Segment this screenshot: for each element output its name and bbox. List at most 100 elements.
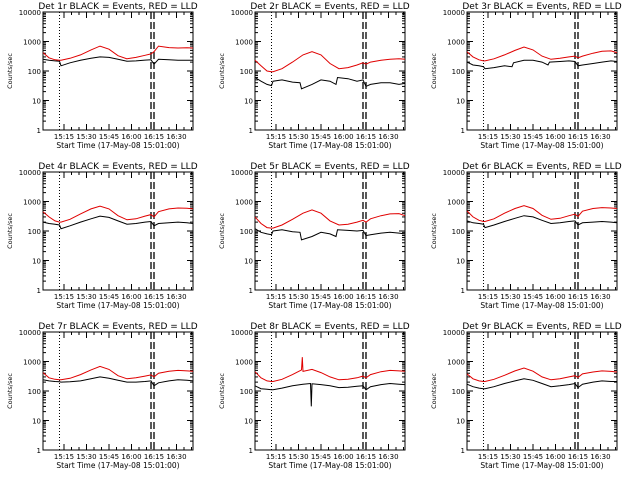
x-tick-label: 15:30	[500, 293, 520, 301]
y-tick-label: 1000	[23, 359, 41, 367]
lld-series-line	[42, 45, 194, 61]
x-tick-label: 16:15	[568, 293, 588, 301]
x-tick-label: 16:15	[144, 293, 164, 301]
y-tick-label: 1	[37, 127, 41, 135]
x-tick-label: 16:30	[378, 133, 398, 141]
y-tick-label: 100	[240, 228, 253, 236]
y-tick-label: 1000	[235, 39, 253, 47]
plot-frame	[42, 171, 194, 291]
plot-frame	[466, 331, 618, 451]
x-axis-label: Start Time (17-May-08 15:01:00)	[480, 301, 603, 310]
x-tick-label: 16:30	[590, 293, 610, 301]
y-tick-label: 100	[28, 68, 41, 76]
x-tick-label: 16:15	[356, 293, 376, 301]
events-series-line	[466, 378, 617, 390]
lld-series-line	[42, 205, 194, 223]
x-tick-label: 16:00	[545, 453, 565, 461]
events-series-line	[466, 215, 618, 229]
plot-frame	[254, 11, 406, 131]
chart-panel-3: Det 3r BLACK = Events, RED = LLD 1 10 100 10…	[430, 2, 622, 150]
lld-series-line	[466, 205, 618, 222]
chart-panel-2: Det 2r BLACK = Events, RED = LLD 1 10 100 10…	[218, 2, 410, 150]
y-tick-label: 1000	[235, 359, 253, 367]
y-tick-label: 100	[28, 228, 41, 236]
y-tick-label: 10	[456, 418, 465, 426]
x-axis-label: Start Time (17-May-08 15:01:00)	[268, 461, 391, 470]
plot-frame	[42, 11, 194, 131]
chart-title: Det 8r BLACK = Events, RED = LLD	[250, 322, 409, 332]
events-series-line	[466, 59, 618, 70]
y-tick-label: 1000	[447, 199, 465, 207]
x-tick-label: 16:15	[144, 133, 164, 141]
y-tick-label: 10000	[231, 329, 253, 337]
chart-panel-9: Det 9r BLACK = Events, RED = LLD 1 10 100 10…	[430, 322, 622, 470]
chart-title: Det 1r BLACK = Events, RED = LLD	[38, 2, 197, 12]
x-tick-label: 16:00	[333, 453, 353, 461]
x-axis-label: Start Time (17-May-08 15:01:00)	[56, 141, 179, 150]
y-tick-label: 10000	[19, 169, 41, 177]
y-tick-label: 10000	[19, 329, 41, 337]
x-tick-label: 16:30	[590, 453, 610, 461]
x-tick-label: 15:30	[500, 453, 520, 461]
y-tick-label: 1	[249, 127, 253, 135]
chart-panel-1: Det 1r BLACK = Events, RED = LLD 1 10 100 10…	[6, 2, 198, 150]
y-tick-label: 100	[28, 388, 41, 396]
y-tick-label: 1000	[23, 199, 41, 207]
x-axis-label: Start Time (17-May-08 15:01:00)	[268, 141, 391, 150]
plot-frame	[254, 331, 406, 451]
y-tick-label: 10000	[443, 9, 465, 17]
lld-series-line	[254, 209, 406, 229]
x-tick-label: 15:30	[288, 453, 308, 461]
chart-panel-4: Det 4r BLACK = Events, RED = LLD 1 10 100 10…	[6, 162, 198, 310]
chart-title: Det 9r BLACK = Events, RED = LLD	[462, 322, 621, 332]
chart-panel-8: Det 8r BLACK = Events, RED = LLD 1 10 100 10…	[218, 322, 410, 470]
x-tick-label: 15:15	[54, 293, 74, 301]
y-tick-label: 10000	[443, 329, 465, 337]
y-axis-label: Counts/sec	[218, 373, 226, 409]
x-tick-label: 16:30	[166, 133, 186, 141]
x-axis-label: Start Time (17-May-08 15:01:00)	[268, 301, 391, 310]
events-series-line	[254, 228, 406, 241]
x-tick-label: 15:30	[288, 133, 308, 141]
x-tick-label: 16:30	[378, 293, 398, 301]
y-axis-label: Counts/sec	[218, 213, 226, 249]
x-tick-label: 15:15	[478, 453, 498, 461]
events-series-line	[254, 382, 406, 407]
chart-panel-6: Det 6r BLACK = Events, RED = LLD 1 10 100 10…	[430, 162, 622, 310]
y-tick-label: 1	[461, 127, 465, 135]
y-tick-label: 1	[249, 447, 253, 455]
x-tick-label: 15:45	[311, 133, 331, 141]
lld-series-line	[42, 365, 194, 381]
events-series-line	[42, 215, 194, 230]
x-tick-label: 16:15	[568, 453, 588, 461]
x-tick-label: 16:00	[545, 133, 565, 141]
x-tick-label: 15:45	[311, 293, 331, 301]
y-tick-label: 10000	[231, 9, 253, 17]
x-tick-label: 16:00	[333, 293, 353, 301]
x-tick-label: 15:15	[54, 453, 74, 461]
y-tick-label: 100	[452, 68, 465, 76]
chart-title: Det 6r BLACK = Events, RED = LLD	[462, 162, 621, 172]
y-tick-label: 100	[240, 388, 253, 396]
plot-frame	[42, 331, 194, 451]
x-tick-label: 16:30	[166, 293, 186, 301]
y-tick-label: 100	[452, 228, 465, 236]
y-tick-label: 1000	[447, 39, 465, 47]
y-tick-label: 10000	[443, 169, 465, 177]
y-tick-label: 10	[244, 258, 253, 266]
y-tick-label: 1000	[23, 39, 41, 47]
x-tick-label: 16:30	[378, 453, 398, 461]
plot-frame	[254, 171, 406, 291]
lld-series-line	[466, 367, 618, 382]
chart-title: Det 3r BLACK = Events, RED = LLD	[462, 2, 621, 12]
x-tick-label: 15:45	[99, 133, 119, 141]
x-tick-label: 16:00	[333, 133, 353, 141]
x-tick-label: 15:15	[266, 453, 286, 461]
x-tick-label: 16:30	[590, 133, 610, 141]
x-tick-label: 16:00	[121, 453, 141, 461]
y-tick-label: 10	[32, 418, 41, 426]
x-axis-label: Start Time (17-May-08 15:01:00)	[56, 301, 179, 310]
plot-frame	[466, 11, 618, 131]
y-tick-label: 100	[240, 68, 253, 76]
y-axis-label: Counts/sec	[430, 53, 438, 89]
